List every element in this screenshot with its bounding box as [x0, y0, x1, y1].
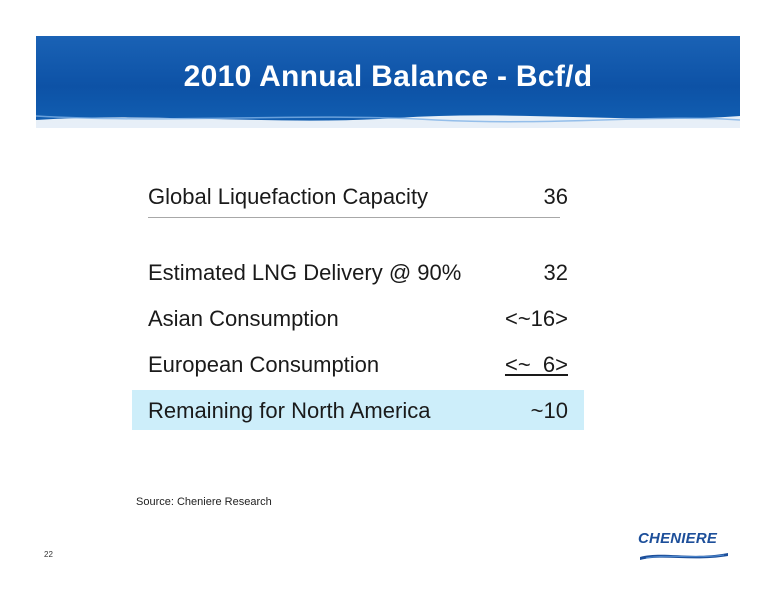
row-value: 36 [543, 184, 568, 209]
row-label: European Consumption [148, 352, 380, 377]
balance-row-liquefaction: Global Liquefaction Capacity 36 [132, 176, 584, 216]
row-label: Estimated LNG Delivery @ 90% [148, 260, 462, 285]
slide-title: 2010 Annual Balance - Bcf/d [183, 60, 593, 93]
title-banner: 2010 Annual Balance - Bcf/d [36, 36, 740, 128]
section-divider [148, 217, 560, 218]
row-value: ~10 [530, 398, 568, 423]
balance-row-asian: Asian Consumption <~16> [132, 298, 584, 338]
logo-swoosh-icon [640, 553, 728, 560]
balance-row-european: European Consumption <~ 6> [132, 344, 584, 384]
page-number: 22 [44, 550, 53, 559]
row-label: Remaining for North America [148, 398, 431, 423]
logo-wordmark: CHENIERE [638, 530, 718, 547]
balance-row-lng-delivery: Estimated LNG Delivery @ 90% 32 [132, 252, 584, 292]
source-note: Source: Cheniere Research [136, 496, 272, 508]
balance-row-north-america: Remaining for North America ~10 [132, 390, 584, 430]
cheniere-logo: CHENIERE [638, 530, 730, 564]
row-value: 32 [543, 260, 568, 285]
row-value: <~16> [504, 306, 568, 331]
row-label: Global Liquefaction Capacity [148, 184, 429, 209]
row-label: Asian Consumption [148, 306, 339, 331]
banner-swoosh-decoration [36, 115, 740, 128]
row-value: <~ 6> [504, 352, 568, 377]
